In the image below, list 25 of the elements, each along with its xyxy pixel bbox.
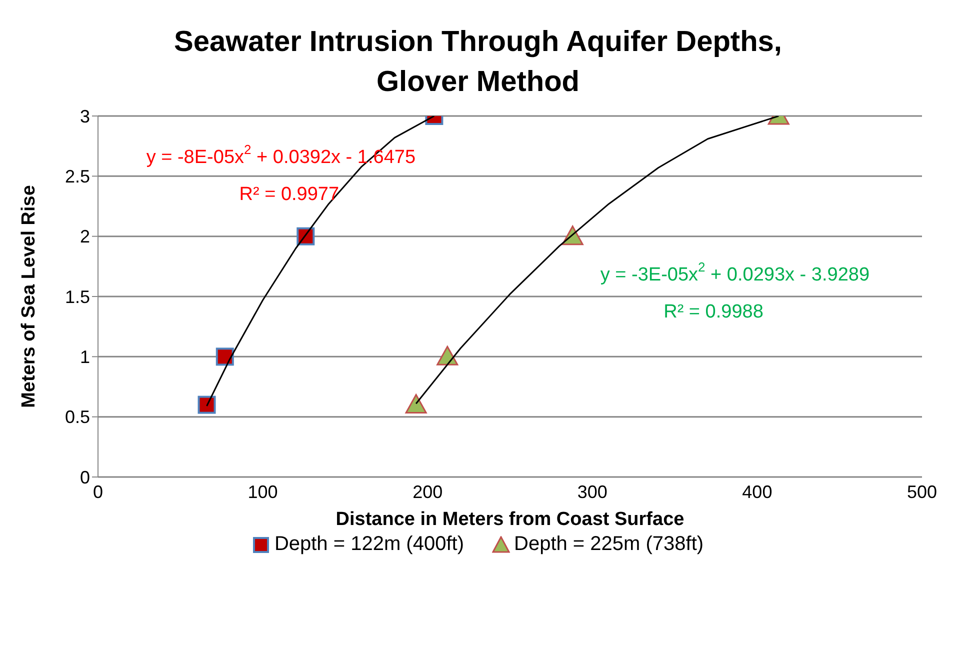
x-tick-label: 100 bbox=[248, 482, 278, 502]
x-tick-label: 0 bbox=[92, 482, 104, 502]
y-tick-label: 2.5 bbox=[64, 166, 90, 187]
point bbox=[405, 394, 427, 414]
x-tick-label: 500 bbox=[906, 482, 938, 502]
y-tick-label: 0 bbox=[80, 467, 90, 488]
y-tick-label: 1 bbox=[80, 347, 90, 368]
legend-label: Depth = 225m (738ft) bbox=[514, 533, 704, 556]
annotation: R² = 0.9977 bbox=[239, 184, 340, 206]
point bbox=[198, 396, 216, 414]
x-axis-title: Distance in Meters from Coast Surface bbox=[336, 509, 684, 530]
annotation: R² = 0.9988 bbox=[664, 302, 764, 323]
x-tick-label: 200 bbox=[412, 482, 443, 502]
legend-label: Depth = 122m (400ft) bbox=[274, 533, 464, 556]
y-tick-label: 0.5 bbox=[64, 407, 90, 428]
x-tick-label: 300 bbox=[577, 482, 608, 502]
y-tick-label: 1.5 bbox=[64, 286, 90, 307]
point bbox=[216, 348, 234, 366]
y-tick-label: 2 bbox=[80, 226, 90, 247]
x-tick-label: 400 bbox=[742, 482, 772, 502]
y-tick-label: 3 bbox=[80, 106, 90, 126]
y-axis-title: Meters of Sea Level Rise bbox=[18, 185, 40, 408]
chart-title: Seawater Intrusion Through Aquifer Depths, Glover Method bbox=[173, 25, 783, 100]
point bbox=[436, 346, 458, 366]
annotation: y = -3E-05x$^{2}$ + 0.0293x - 3.9289 bbox=[600, 260, 870, 286]
